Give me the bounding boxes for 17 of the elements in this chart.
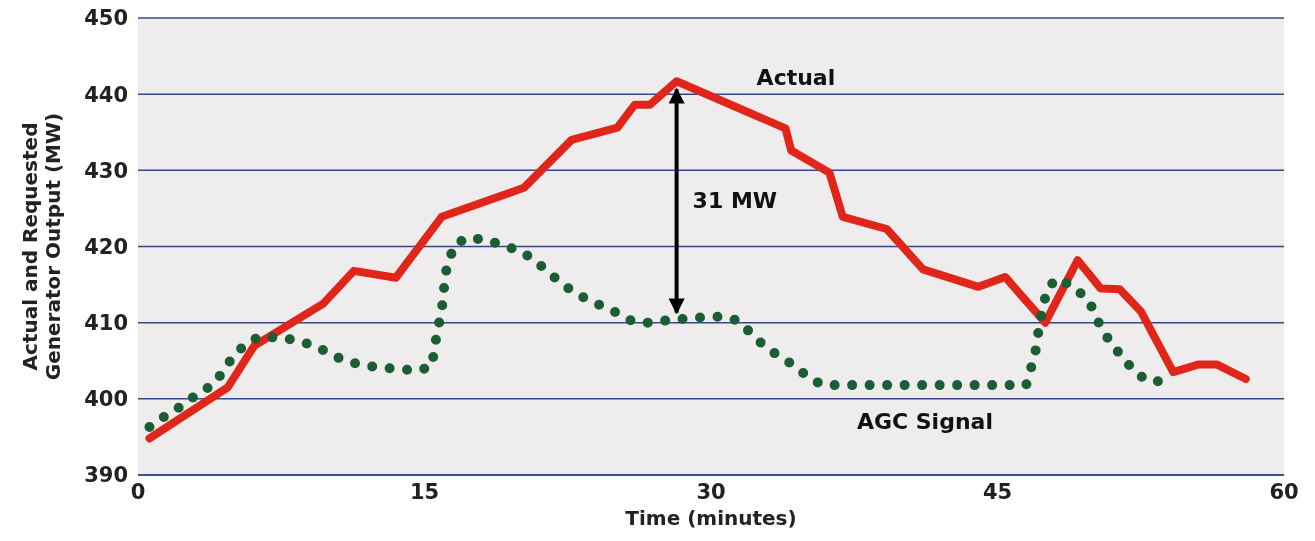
- y-tick-label: 400: [84, 387, 128, 412]
- y-tick-label: 420: [84, 234, 128, 259]
- y-tick-label: 440: [84, 82, 128, 107]
- x-tick-label: 45: [982, 480, 1013, 504]
- x-tick-label: 60: [1269, 480, 1299, 504]
- y-tick-label: 430: [84, 158, 128, 183]
- series-label: AGC Signal: [856, 409, 993, 435]
- y-tick-label: 390: [84, 463, 128, 488]
- x-axis-title: Time (minutes): [625, 506, 797, 530]
- series-label: Actual: [756, 65, 836, 91]
- x-tick-label: 0: [130, 480, 146, 504]
- y-tick-label: 450: [84, 6, 128, 31]
- x-tick-label: 30: [696, 480, 726, 504]
- y-axis-title: Actual and Requested Generator Output (MW): [18, 112, 65, 381]
- annotation: 31 MW: [692, 187, 778, 213]
- x-tick-label: 15: [409, 480, 440, 504]
- y-tick-label: 410: [84, 311, 128, 336]
